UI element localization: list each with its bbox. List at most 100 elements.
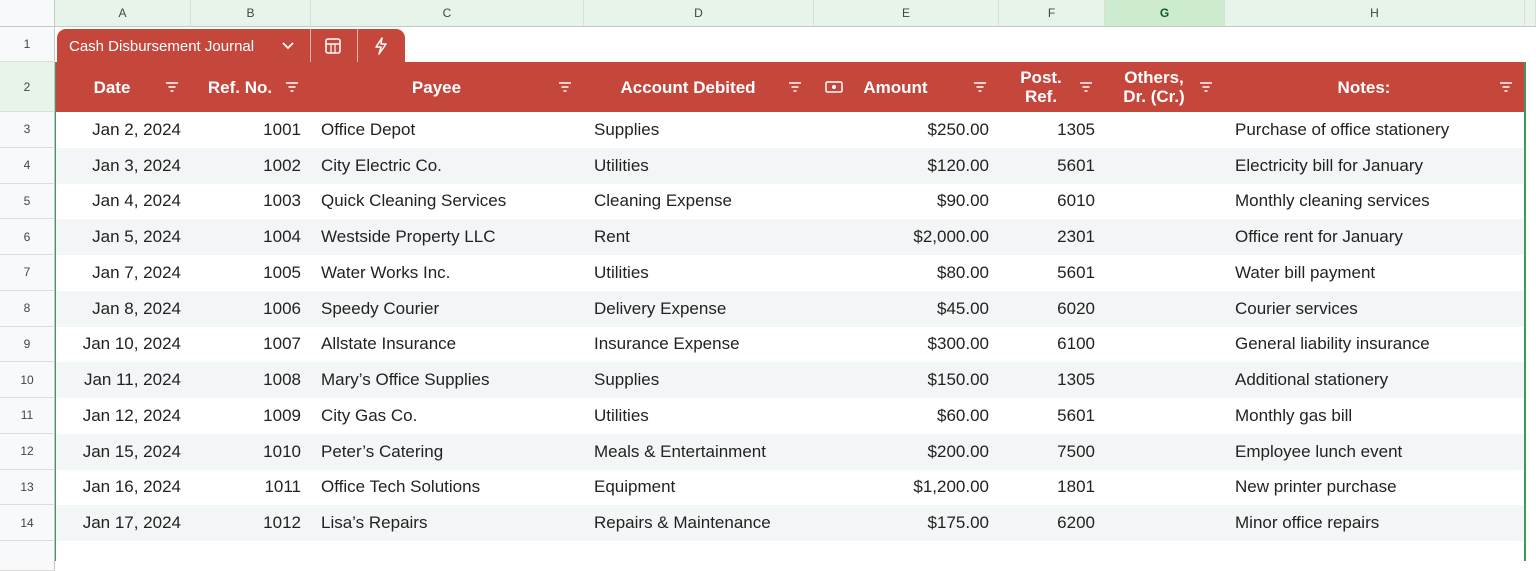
row-number[interactable]: 9 xyxy=(0,326,55,363)
table-cell[interactable]: Speedy Courier xyxy=(321,298,440,318)
table-cell[interactable]: Purchase of office stationery xyxy=(1235,119,1450,139)
table-cell[interactable]: $120.00 xyxy=(927,155,989,175)
table-cell[interactable]: $80.00 xyxy=(937,262,989,282)
table-cell[interactable]: Jan 15, 2024 xyxy=(82,441,181,461)
table-cell[interactable]: 5601 xyxy=(1057,155,1095,175)
table-cell[interactable]: 1004 xyxy=(263,227,301,247)
table-cell[interactable]: 1305 xyxy=(1057,119,1095,139)
row-number[interactable]: 7 xyxy=(0,255,55,291)
table-cell[interactable]: Additional stationery xyxy=(1235,370,1389,390)
column-header[interactable]: E xyxy=(814,0,999,27)
table-cell[interactable]: 6100 xyxy=(1057,334,1095,354)
table-cell[interactable]: New printer purchase xyxy=(1235,477,1397,497)
currency-icon[interactable] xyxy=(825,81,843,93)
column-header[interactable]: A xyxy=(55,0,191,27)
column-header[interactable]: B xyxy=(191,0,311,27)
row-number[interactable]: 10 xyxy=(0,362,55,398)
row-number[interactable]: 6 xyxy=(0,219,55,255)
table-cell[interactable]: $60.00 xyxy=(937,405,989,425)
table-cell[interactable]: Office Tech Solutions xyxy=(321,477,481,497)
row-number[interactable]: 14 xyxy=(0,505,55,541)
table-cell[interactable]: Jan 5, 2024 xyxy=(92,227,181,247)
table-cell[interactable]: 1003 xyxy=(263,191,301,211)
table-cell[interactable]: Rent xyxy=(594,227,630,247)
column-header[interactable]: G xyxy=(1105,0,1225,27)
table-cell[interactable]: 1010 xyxy=(263,441,301,461)
table-cell[interactable]: Monthly cleaning services xyxy=(1235,191,1430,211)
table-cell[interactable]: $150.00 xyxy=(927,370,989,390)
table-cell[interactable]: $2,000.00 xyxy=(913,227,989,247)
table-cell[interactable]: Jan 2, 2024 xyxy=(92,119,181,139)
table-tab[interactable]: Cash Disbursement Journal xyxy=(57,29,405,63)
table-cell[interactable]: Utilities xyxy=(594,262,649,282)
row-number[interactable]: 2 xyxy=(0,62,55,112)
table-cell[interactable]: Jan 12, 2024 xyxy=(82,405,181,425)
table-cell[interactable]: $175.00 xyxy=(927,513,989,533)
table-cell[interactable]: Repairs & Maintenance xyxy=(594,513,771,533)
table-cell[interactable]: $250.00 xyxy=(927,119,989,139)
table-cell[interactable]: Water bill payment xyxy=(1235,262,1376,282)
filter-icon[interactable] xyxy=(973,81,987,93)
table-cell[interactable]: Office Depot xyxy=(321,119,416,139)
table-cell[interactable]: Electricity bill for January xyxy=(1235,155,1424,175)
table-cell[interactable]: 1002 xyxy=(263,155,301,175)
column-header[interactable]: D xyxy=(584,0,814,27)
table-cell[interactable]: Cleaning Expense xyxy=(594,191,732,211)
row-number[interactable]: 11 xyxy=(0,398,55,434)
row-number[interactable]: 3 xyxy=(0,112,55,148)
table-cell[interactable]: 1008 xyxy=(263,370,301,390)
table-cell[interactable]: $300.00 xyxy=(927,334,989,354)
table-cell[interactable]: Jan 17, 2024 xyxy=(82,513,181,533)
table-cell[interactable]: Minor office repairs xyxy=(1235,513,1380,533)
column-header[interactable]: C xyxy=(311,0,584,27)
table-cell[interactable]: $90.00 xyxy=(937,191,989,211)
table-cell[interactable]: 1005 xyxy=(263,262,301,282)
row-number[interactable]: 5 xyxy=(0,183,55,220)
table-cell[interactable]: Supplies xyxy=(594,119,660,139)
filter-icon[interactable] xyxy=(558,81,572,93)
filter-icon[interactable] xyxy=(165,81,179,93)
table-cell[interactable]: 1801 xyxy=(1057,477,1095,497)
calculator-icon[interactable] xyxy=(324,37,342,55)
row-number[interactable]: 8 xyxy=(0,290,55,327)
table-cell[interactable]: 1001 xyxy=(263,119,301,139)
filter-icon[interactable] xyxy=(788,81,802,93)
table-cell[interactable]: Utilities xyxy=(594,405,649,425)
chevron[interactable] xyxy=(281,40,295,52)
row-number[interactable]: 13 xyxy=(0,469,55,506)
table-cell[interactable]: 6010 xyxy=(1057,191,1095,211)
table-cell[interactable]: 1305 xyxy=(1057,370,1095,390)
table-cell[interactable]: Employee lunch event xyxy=(1235,441,1403,461)
table-cell[interactable]: City Gas Co. xyxy=(321,405,418,425)
table-cell[interactable]: General liability insurance xyxy=(1235,334,1430,354)
table-cell[interactable]: 1007 xyxy=(263,334,301,354)
table-cell[interactable]: Supplies xyxy=(594,370,660,390)
row-number[interactable]: 12 xyxy=(0,433,55,470)
table-cell[interactable]: 1011 xyxy=(264,477,301,497)
table-cell[interactable]: Delivery Expense xyxy=(594,298,727,318)
table-cell[interactable]: 1012 xyxy=(263,513,301,533)
table-cell[interactable]: Meals & Entertainment xyxy=(594,441,766,461)
table-cell[interactable]: Allstate Insurance xyxy=(321,334,457,354)
filter-icon[interactable] xyxy=(1199,81,1213,93)
table-cell[interactable]: Westside Property LLC xyxy=(321,227,496,247)
column-header[interactable]: F xyxy=(999,0,1105,27)
table-cell[interactable]: Jan 7, 2024 xyxy=(92,262,181,282)
table-cell[interactable]: Peter’s Catering xyxy=(321,441,444,461)
tab-name[interactable]: Cash Disbursement Journal xyxy=(69,37,255,55)
table-cell[interactable]: Jan 4, 2024 xyxy=(92,191,181,211)
table-cell[interactable]: Mary’s Office Supplies xyxy=(321,370,490,390)
table-cell[interactable]: 2301 xyxy=(1057,227,1095,247)
table-cell[interactable]: 1009 xyxy=(263,405,301,425)
table-cell[interactable]: Jan 3, 2024 xyxy=(92,155,181,175)
table-cell[interactable]: Quick Cleaning Services xyxy=(321,191,507,211)
table-cell[interactable]: Utilities xyxy=(594,155,649,175)
table-cell[interactable]: $1,200.00 xyxy=(913,477,989,497)
table-cell[interactable]: 7500 xyxy=(1057,441,1095,461)
lightning-icon[interactable] xyxy=(373,37,389,55)
table-cell[interactable]: Jan 8, 2024 xyxy=(92,298,181,318)
table-cell[interactable]: Lisa’s Repairs xyxy=(321,513,428,533)
filter-icon[interactable] xyxy=(1499,81,1513,93)
table-cell[interactable]: 6200 xyxy=(1057,513,1095,533)
table-cell[interactable]: City Electric Co. xyxy=(321,155,442,175)
